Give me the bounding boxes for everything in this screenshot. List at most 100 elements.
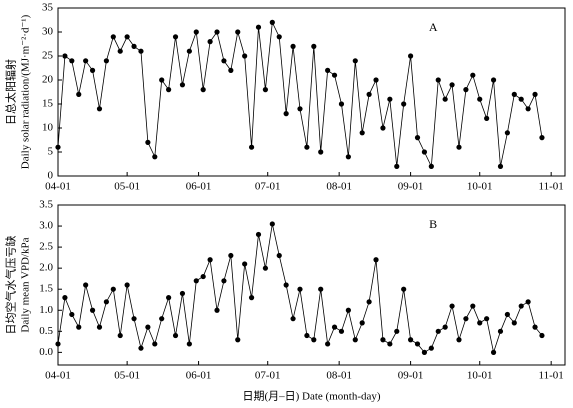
data-point [373,77,379,83]
data-point [69,311,75,318]
data-point [387,341,393,347]
data-point [235,29,241,35]
y-tick-label: 35 [42,2,54,14]
data-point [152,154,158,160]
y-tick-label: 10 [42,122,54,134]
data-point [373,257,379,263]
data-point [138,48,144,54]
y-tick-label: 2.0 [39,262,53,274]
data-point [325,341,331,347]
data-point [456,337,462,343]
data-point [179,82,186,88]
x-tick-label: 07-01 [255,181,281,193]
data-point [110,286,116,292]
data-point [269,221,275,227]
data-point [414,341,421,347]
y-tick-label: 15 [42,98,54,110]
data-point [414,135,421,141]
data-point [124,282,130,288]
x-tick-label: 11-01 [539,181,564,193]
y-tick-label: 0 [48,170,54,182]
y-axis-label: Daily mean VPD/kPa [20,237,32,332]
x-tick-label: 07-01 [255,370,281,382]
y-tick-label: 0.5 [39,325,53,337]
data-point [145,139,151,145]
data-point [352,58,358,64]
x-tick-label: 04-01 [45,370,71,382]
data-point [359,130,365,136]
panel-label: A [429,20,438,34]
data-point [283,111,289,117]
data-point [387,96,393,102]
data-point [172,332,179,339]
data-point [394,328,400,334]
data-point [152,341,158,347]
data-point [269,19,275,25]
data-line [57,20,543,168]
y-tick-label: 1.0 [39,304,53,316]
y-tick-label: 3.0 [39,220,53,232]
y-tick-label: 1.5 [39,283,53,295]
data-point [228,67,234,73]
data-point [283,282,289,288]
x-tick-label: 11-01 [539,370,564,382]
data-point [214,29,220,35]
x-tick-label: 08-01 [326,181,352,193]
y-tick-label: 5 [48,146,54,158]
x-tick-label: 05-01 [114,370,140,382]
data-point [214,307,220,313]
x-tick-label: 04-01 [45,181,71,193]
data-point [401,101,407,107]
data-point [345,307,351,313]
data-point [366,299,372,305]
data-point [297,106,303,112]
data-point [235,337,241,343]
data-point [525,299,531,305]
data-point [490,77,497,83]
data-point [304,332,310,339]
data-point [83,58,89,64]
data-point [193,278,199,284]
y-tick-label: 20 [42,74,54,86]
data-point [532,324,538,330]
data-point [103,299,109,305]
data-point [248,144,255,150]
data-point [159,77,165,83]
data-point [117,332,123,339]
data-point [255,24,262,30]
data-point [166,295,172,301]
data-point [325,67,331,73]
data-point [172,34,179,40]
data-point [76,91,82,97]
data-point [290,43,296,50]
data-point [331,324,338,330]
data-point [76,324,82,330]
data-point [497,163,504,169]
data-point [96,324,103,330]
data-point [297,286,303,292]
x-tick-label: 05-01 [114,181,140,193]
data-point [96,106,103,112]
data-point [366,91,372,97]
data-point [110,34,116,40]
data-point [401,286,407,292]
data-point [200,87,206,93]
data-point [318,286,324,292]
data-point [221,278,227,284]
data-point [124,34,130,40]
data-point [89,307,96,313]
data-point [304,144,310,150]
data-point [331,72,338,78]
data-point [83,282,89,288]
data-point [276,252,282,259]
data-point [338,328,345,334]
data-point [449,82,455,88]
data-point [276,34,282,40]
data-point [186,48,192,54]
data-point [463,316,469,322]
data-point [539,135,545,141]
data-point [131,316,137,322]
data-point [511,320,517,326]
plot-frame [57,7,566,177]
data-point [262,87,269,93]
